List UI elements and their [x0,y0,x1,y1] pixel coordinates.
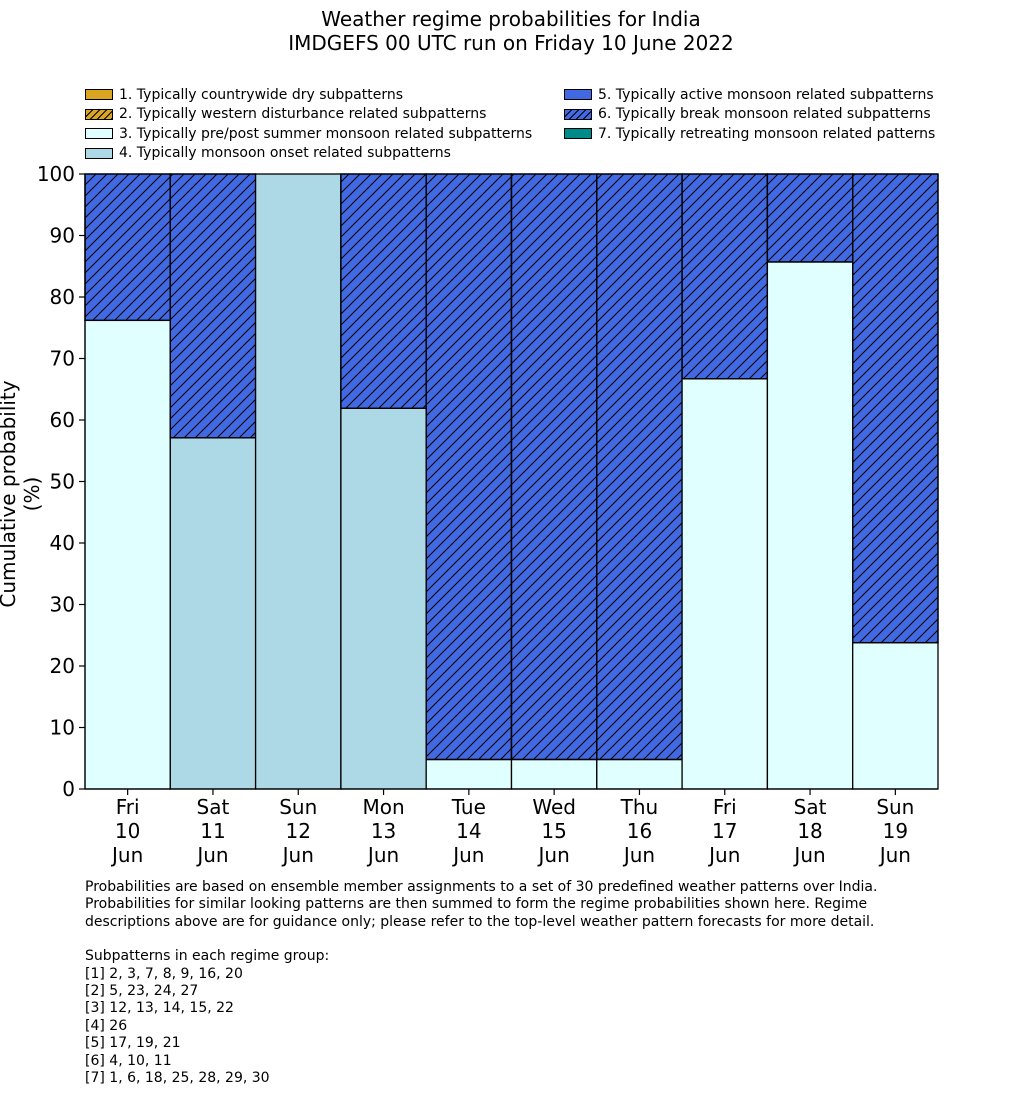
x-tick-label: Sat [794,795,827,819]
y-tick-label: 60 [50,408,75,432]
x-tick-label: 19 [883,819,908,843]
y-tick-label: 70 [50,347,75,371]
group-line: [6] 4, 10, 11 [85,1052,172,1069]
y-tick-label: 30 [50,593,75,617]
stacked-bar-chart: 0102030405060708090100Fri10JunSat11JunSu… [37,162,939,867]
x-tick-label: Sun [876,795,914,819]
bar-hatch [340,173,427,409]
x-tick-label: Mon [362,795,404,819]
x-tick-label: 14 [456,819,481,843]
legend-label: 7. Typically retreating monsoon related … [598,125,936,142]
note-line: Probabilities are based on ensemble memb… [85,879,878,895]
group-line: [1] 2, 3, 7, 8, 9, 16, 20 [85,965,243,982]
bar-hatch [681,173,769,380]
x-tick-label: 18 [797,819,822,843]
chart-title: Weather regime probabilities for India [321,7,701,31]
group-line: [4] 26 [85,1017,128,1034]
y-tick-label: 100 [37,162,75,186]
bar-segment [852,641,939,790]
x-tick-label: Thu [620,795,659,819]
legend-swatch [564,108,592,120]
x-tick-label: Jun [622,843,655,867]
x-tick-label: Jun [792,843,825,867]
y-tick-label: 40 [50,531,75,555]
legend-swatch [564,128,592,139]
legend-item: 7. Typically retreating monsoon related … [564,124,935,143]
legend-label: 3. Typically pre/post summer monsoon rel… [119,125,533,142]
legend-swatch [85,147,113,159]
group-line: [5] 17, 19, 21 [85,1035,181,1052]
y-tick-label: 10 [50,716,75,740]
bar-segment [340,407,427,790]
bar-hatch [425,173,513,761]
group-line: [7] 1, 6, 18, 25, 28, 29, 30 [85,1070,270,1087]
bar-segment [766,261,854,790]
legend-label: 2. Typically western disturbance related… [119,106,487,122]
bar-hatch [766,173,854,263]
legend-item: 3. Typically pre/post summer monsoon rel… [85,124,532,143]
x-tick-label: Jun [451,843,484,867]
legend-swatch [85,128,113,139]
y-tick-label: 80 [50,285,75,309]
groups-header: Subpatterns in each regime group: [85,948,330,965]
x-tick-label: 15 [541,819,566,843]
x-tick-label: Jun [110,843,143,867]
x-tick-label: Fri [713,795,737,819]
x-tick-label: Tue [451,795,486,819]
legend-label: 4. Typically monsoon onset related subpa… [119,145,451,161]
bar-hatch [169,173,257,439]
legend-swatch [564,89,592,100]
note-line: Probabilities for similar looking patter… [85,896,868,913]
bar-segment [510,758,598,790]
y-tick-label: 50 [50,470,75,494]
legend-item: 4. Typically monsoon onset related subpa… [85,144,451,163]
y-tick-label: 90 [50,224,75,248]
legend: 1. Typically countrywide dry subpatterns… [85,85,955,165]
x-tick-label: Jun [878,843,911,867]
x-tick-label: 16 [627,819,652,843]
x-tick-label: Jun [366,843,399,867]
x-tick-label: 12 [286,819,311,843]
x-tick-label: Wed [532,795,576,819]
bar-segment [681,378,769,790]
chart-subtitle: IMDGEFS 00 UTC run on Friday 10 June 202… [288,31,734,55]
x-tick-label: Jun [281,843,314,867]
x-tick-label: 10 [115,819,140,843]
group-line: [2] 5, 23, 24, 27 [85,983,199,1000]
x-tick-label: Jun [195,843,228,867]
bar-segment [425,758,513,790]
legend-label: 5. Typically active monsoon related subp… [598,86,934,103]
x-tick-label: Jun [707,843,740,867]
bar-segment [254,173,342,790]
bar-segment [169,437,257,790]
x-tick-label: Sun [279,795,317,819]
bar-segment [596,758,683,790]
bar-hatch [510,173,598,761]
note-line: descriptions above are for guidance only… [85,913,875,930]
x-tick-label: 17 [712,819,737,843]
x-tick-label: Sat [197,795,230,819]
x-tick-label: Fri [116,795,140,819]
bar-hatch [596,173,683,761]
legend-item: 5. Typically active monsoon related subp… [564,85,934,104]
legend-item: 6. Typically break monsoon related subpa… [564,105,931,124]
legend-swatch [85,108,113,120]
legend-item: 1. Typically countrywide dry subpatterns [85,85,403,104]
bar-hatch [84,173,171,322]
y-tick-label: 20 [50,654,75,678]
bar-segment [84,319,171,790]
y-tick-label: 0 [62,777,75,801]
legend-swatch [85,89,113,100]
group-line: [3] 12, 13, 14, 15, 22 [85,1000,234,1017]
x-tick-label: 13 [371,819,396,843]
bar-hatch [852,173,939,644]
x-tick-label: 11 [200,819,225,843]
footnotes: Probabilities are based on ensemble memb… [85,879,877,1087]
x-tick-label: Jun [537,843,570,867]
legend-label: 1. Typically countrywide dry subpatterns [119,86,404,103]
legend-label: 6. Typically break monsoon related subpa… [598,106,931,122]
legend-item: 2. Typically western disturbance related… [85,105,486,124]
